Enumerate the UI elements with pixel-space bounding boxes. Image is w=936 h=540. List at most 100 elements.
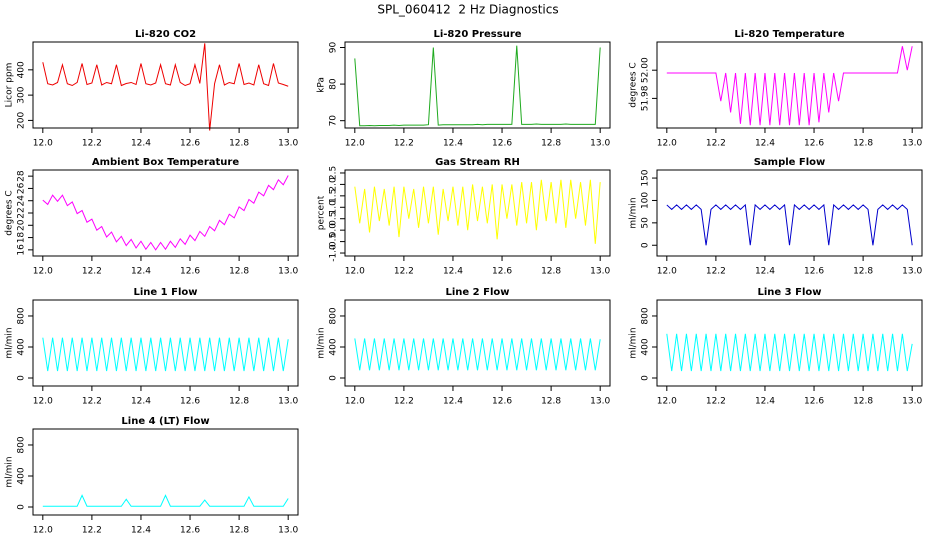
data-line <box>354 338 601 371</box>
x-tick-label: 12.4 <box>131 526 151 536</box>
x-tick-label: 12.2 <box>706 267 726 277</box>
y-tick-label: 400 <box>17 338 27 355</box>
x-tick-label: 12.4 <box>131 397 151 407</box>
x-tick-label: 12.4 <box>443 267 463 277</box>
x-tick-label: 12.8 <box>853 139 873 149</box>
x-tick-label: 12.6 <box>180 397 200 407</box>
x-tick-label: 12.6 <box>804 267 824 277</box>
data-line <box>666 203 913 246</box>
plot-frame <box>32 428 299 516</box>
x-tick-label: 12.2 <box>82 267 102 277</box>
panel-title: Li-820 Temperature <box>734 29 844 40</box>
y-axis-label: ml/min <box>5 456 15 487</box>
y-tick-label: 22 <box>17 207 27 218</box>
panel-title: Li-820 Pressure <box>433 29 521 40</box>
x-tick-label: 12.0 <box>33 397 53 407</box>
y-axis-label: ml/min <box>629 327 639 358</box>
x-tick-label: 12.8 <box>541 139 561 149</box>
data-line <box>42 175 289 251</box>
panel-title: Ambient Box Temperature <box>92 157 239 168</box>
panel-title: Sample Flow <box>754 157 826 168</box>
y-tick-label: 0 <box>641 375 651 381</box>
data-line <box>354 45 601 127</box>
y-tick-label: 18 <box>17 232 27 244</box>
y-tick-label: 0 <box>329 375 339 381</box>
x-tick-label: 12.6 <box>804 397 824 407</box>
plot-frame <box>656 41 923 129</box>
x-tick-label: 12.6 <box>180 267 200 277</box>
data-line <box>42 43 289 131</box>
x-tick-label: 12.8 <box>229 267 249 277</box>
y-tick-label: 24 <box>17 195 27 207</box>
x-tick-label: 13.0 <box>590 267 610 277</box>
data-line <box>42 337 289 372</box>
x-tick-label: 12.8 <box>853 267 873 277</box>
x-tick-label: 12.2 <box>82 397 102 407</box>
x-tick-label: 12.4 <box>443 397 463 407</box>
x-tick-label: 12.2 <box>394 397 414 407</box>
y-tick-label: 200 <box>17 112 27 129</box>
y-tick-label: 26 <box>17 182 27 194</box>
y-axis-label: percent <box>317 195 327 230</box>
y-tick-label: 100 <box>641 192 651 209</box>
x-tick-label: 12.8 <box>229 139 249 149</box>
plot-frame <box>344 169 611 257</box>
data-line <box>42 494 289 507</box>
plot-frame <box>656 299 923 387</box>
y-axis-label: ml/min <box>317 327 327 358</box>
y-tick-label: 800 <box>641 307 651 324</box>
panel-title: Li-820 CO2 <box>135 29 196 40</box>
x-tick-label: 12.2 <box>706 397 726 407</box>
y-tick-label: -1.0 <box>329 244 339 262</box>
y-tick-label: 400 <box>17 467 27 484</box>
x-tick-label: 12.0 <box>33 526 53 536</box>
y-tick-label: 0 <box>17 375 27 381</box>
y-tick-label: 0.5 <box>329 212 339 226</box>
y-tick-label: 1.0 <box>329 200 339 215</box>
y-axis-label: Licor ppm <box>5 63 15 108</box>
y-tick-label: 150 <box>641 169 651 186</box>
x-tick-label: 12.4 <box>755 267 775 277</box>
x-tick-label: 12.8 <box>541 267 561 277</box>
y-tick-label: 400 <box>641 338 651 355</box>
plot-frame <box>656 169 923 257</box>
data-line <box>354 179 601 244</box>
x-tick-label: 12.0 <box>345 267 365 277</box>
x-tick-label: 12.0 <box>657 139 677 149</box>
y-tick-label: 400 <box>17 61 27 78</box>
x-tick-label: 12.6 <box>180 139 200 149</box>
y-tick-label: 28 <box>17 170 27 182</box>
x-tick-label: 13.0 <box>902 267 922 277</box>
x-tick-label: 12.8 <box>853 397 873 407</box>
y-tick-label: 2.0 <box>329 177 339 192</box>
x-tick-label: 13.0 <box>278 139 298 149</box>
panel-title: Gas Stream RH <box>435 157 520 168</box>
y-tick-label: 51.98 <box>641 85 651 111</box>
plot-frame <box>344 41 611 129</box>
x-tick-label: 13.0 <box>590 139 610 149</box>
x-tick-label: 12.4 <box>131 267 151 277</box>
x-tick-label: 12.0 <box>33 267 53 277</box>
panel-title: Line 3 Flow <box>758 287 822 298</box>
panel-title: Line 1 Flow <box>134 287 198 298</box>
x-tick-label: 13.0 <box>278 397 298 407</box>
x-tick-label: 12.4 <box>755 139 775 149</box>
y-axis-label: degrees C <box>5 190 15 235</box>
y-tick-label: 70 <box>329 115 339 127</box>
y-tick-label: 16 <box>17 244 27 256</box>
y-tick-label: -0.5 <box>329 233 339 251</box>
y-axis-label: kPa <box>317 77 327 93</box>
x-tick-label: 12.2 <box>706 139 726 149</box>
x-tick-label: 12.2 <box>82 139 102 149</box>
y-tick-label: 0 <box>17 504 27 510</box>
y-tick-label: 0 <box>641 242 651 248</box>
y-tick-label: 800 <box>17 436 27 453</box>
x-tick-label: 12.6 <box>804 139 824 149</box>
panel-title: Line 2 Flow <box>446 287 510 298</box>
y-axis-label: ml/min <box>629 197 639 228</box>
x-tick-label: 12.0 <box>345 397 365 407</box>
x-tick-label: 12.8 <box>229 397 249 407</box>
y-tick-label: 80 <box>329 78 339 90</box>
